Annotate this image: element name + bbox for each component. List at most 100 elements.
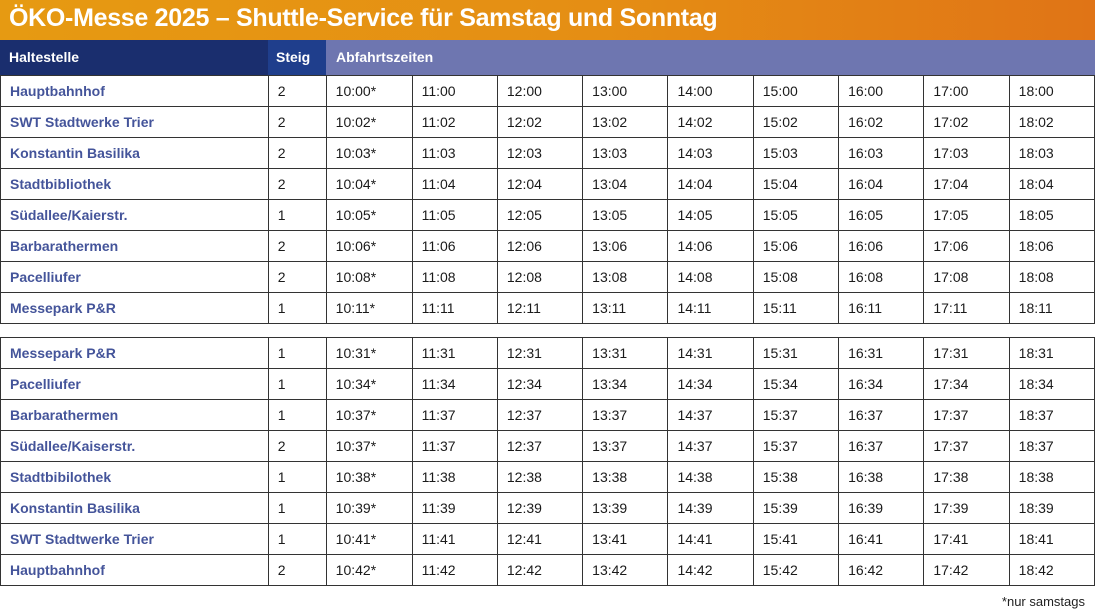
stop-name: Hauptbahnhof: [0, 554, 269, 586]
departure-time: 12:42: [496, 554, 584, 586]
departure-time: 17:00: [923, 75, 1010, 107]
departure-time: 11:42: [411, 554, 498, 586]
platform-number: 2: [267, 230, 327, 262]
departure-time: 17:06: [923, 230, 1010, 262]
stop-name: Konstantin Basilika: [0, 492, 269, 524]
departure-time: 10:06*: [325, 230, 413, 262]
departure-time: 12:06: [496, 230, 584, 262]
departure-time: 10:31*: [325, 337, 413, 369]
departure-time: 16:11: [838, 292, 925, 324]
departure-time: 18:02: [1008, 106, 1095, 138]
departure-time: 15:31: [752, 337, 840, 369]
departure-time: 12:08: [496, 261, 584, 293]
departure-time: 11:00: [411, 75, 498, 107]
stop-name: SWT Stadtwerke Trier: [0, 106, 269, 138]
departure-time: 18:03: [1008, 137, 1095, 169]
departure-time: 14:06: [667, 230, 754, 262]
departure-time: 10:37*: [325, 430, 413, 462]
departure-time: 17:37: [923, 430, 1010, 462]
stop-name: Südallee/Kaierstr.: [0, 199, 269, 231]
table-row: SWT Stadtwerke Trier 2 10:02* 11:02 12:02 13:…: [0, 106, 1095, 138]
departure-time: 16:34: [838, 368, 925, 400]
departure-time: 17:04: [923, 168, 1010, 200]
departure-time: 18:11: [1008, 292, 1095, 324]
table-row: Messepark P&R 1 10:31* 11:31 12:31 13:31 14:31…: [0, 337, 1095, 369]
departure-time: 12:31: [496, 337, 584, 369]
departure-time: 14:39: [667, 492, 754, 524]
departure-time: 18:31: [1008, 337, 1095, 369]
departure-time: 12:05: [496, 199, 584, 231]
departure-time: 18:39: [1008, 492, 1095, 524]
departure-time: 13:11: [582, 292, 669, 324]
departure-time: 10:39*: [325, 492, 413, 524]
departure-time: 16:02: [838, 106, 925, 138]
departure-time: 13:39: [582, 492, 669, 524]
departure-time: 18:04: [1008, 168, 1095, 200]
departure-time: 13:00: [582, 75, 669, 107]
departure-time: 14:41: [667, 523, 754, 555]
stop-name: Südallee/Kaiserstr.: [0, 430, 269, 462]
departure-time: 16:38: [838, 461, 925, 493]
departure-time: 18:38: [1008, 461, 1095, 493]
departure-time: 12:11: [496, 292, 584, 324]
table-row: Konstantin Basilika 2 10:03* 11:03 12:03 13:0…: [0, 137, 1095, 169]
platform-number: 1: [267, 199, 327, 231]
departure-time: 15:06: [752, 230, 840, 262]
departure-time: 13:02: [582, 106, 669, 138]
departure-time: 17:39: [923, 492, 1010, 524]
departure-time: 10:02*: [325, 106, 413, 138]
departure-time: 11:11: [411, 292, 498, 324]
stop-name: Stadtbibilothek: [0, 461, 269, 493]
stop-name: Messepark P&R: [0, 292, 269, 324]
departure-time: 16:06: [838, 230, 925, 262]
departure-time: 17:37: [923, 399, 1010, 431]
departure-time: 14:31: [667, 337, 754, 369]
departure-time: 10:11*: [325, 292, 413, 324]
column-header-departures: Abfahrtszeiten: [326, 40, 1095, 75]
page-title: ÖKO-Messe 2025 – Shuttle-Service für Sam…: [9, 4, 718, 32]
footnote: *nur samstags: [1001, 594, 1085, 609]
platform-number: 2: [267, 137, 327, 169]
departure-time: 10:38*: [325, 461, 413, 493]
departure-time: 12:37: [496, 430, 584, 462]
departure-time: 14:04: [667, 168, 754, 200]
departure-time: 10:37*: [325, 399, 413, 431]
departure-time: 17:38: [923, 461, 1010, 493]
departure-time: 15:02: [752, 106, 840, 138]
departure-time: 18:41: [1008, 523, 1095, 555]
platform-number: 2: [267, 106, 327, 138]
departure-time: 14:02: [667, 106, 754, 138]
departure-time: 18:06: [1008, 230, 1095, 262]
table-row: Stadtbibilothek 1 10:38* 11:38 12:38 13:38 14:…: [0, 461, 1095, 493]
departure-time: 13:05: [582, 199, 669, 231]
table-row: Barbarathermen 1 10:37* 11:37 12:37 13:37 14:3…: [0, 399, 1095, 431]
departure-time: 15:42: [752, 554, 840, 586]
table-row: Südallee/Kaiserstr. 2 10:37* 11:37 12:37 13:3…: [0, 430, 1095, 462]
platform-number: 2: [267, 261, 327, 293]
platform-number: 1: [267, 368, 327, 400]
departure-time: 16:39: [838, 492, 925, 524]
departure-time: 12:37: [496, 399, 584, 431]
departure-time: 15:37: [752, 399, 840, 431]
departure-time: 15:04: [752, 168, 840, 200]
departure-time: 17:03: [923, 137, 1010, 169]
departure-time: 17:42: [923, 554, 1010, 586]
departure-time: 14:37: [667, 430, 754, 462]
platform-number: 2: [267, 430, 327, 462]
departure-time: 17:31: [923, 337, 1010, 369]
table-row: Konstantin Basilika 1 10:39* 11:39 12:39 13:3…: [0, 492, 1095, 524]
title-bar: ÖKO-Messe 2025 – Shuttle-Service für Sam…: [0, 0, 1095, 40]
departure-time: 15:38: [752, 461, 840, 493]
departure-time: 14:08: [667, 261, 754, 293]
departure-time: 13:06: [582, 230, 669, 262]
departure-time: 10:05*: [325, 199, 413, 231]
departure-time: 15:00: [752, 75, 840, 107]
departure-time: 12:39: [496, 492, 584, 524]
departure-time: 16:37: [838, 430, 925, 462]
platform-number: 1: [267, 492, 327, 524]
stop-name: Pacelliufer: [0, 261, 269, 293]
departure-time: 15:41: [752, 523, 840, 555]
departure-time: 15:34: [752, 368, 840, 400]
table-row: Südallee/Kaierstr. 1 10:05* 11:05 12:05 13:05…: [0, 199, 1095, 231]
departure-time: 17:11: [923, 292, 1010, 324]
